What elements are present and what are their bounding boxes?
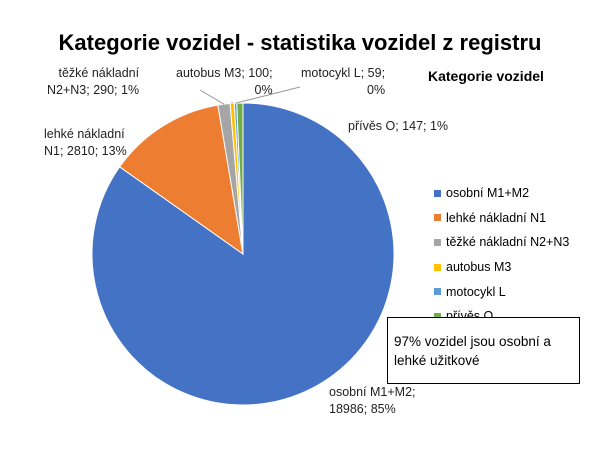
legend: osobní M1+M2 lehké nákladní N1 těžké nákla…: [434, 181, 569, 329]
legend-swatch: [434, 214, 441, 222]
data-label-4: autobus M3; 100; 0%: [176, 65, 273, 99]
legend-item: osobní M1+M2: [434, 181, 569, 206]
legend-label: lehké nákladní N1: [446, 210, 547, 225]
data-label-line: přívěs O; 147; 1%: [348, 119, 449, 133]
pie-slice-2: [118, 104, 244, 256]
data-label-line: N1; 2810; 13%: [44, 144, 127, 158]
note-annotation: 97% vozidel jsou osobní a lehké užitkové: [387, 317, 580, 384]
legend-swatch: [434, 263, 441, 271]
legend-item: autobus M3: [434, 255, 569, 280]
legend-item: motocykl L: [434, 279, 569, 304]
data-label-6: přívěs O; 147; 1%: [348, 118, 448, 135]
data-label-line: lehké nákladní: [44, 127, 125, 141]
legend-swatch: [434, 312, 441, 320]
chart-title: Kategorie vozidel - statistika vozidel z…: [58, 30, 542, 55]
leader-line-5: [235, 86, 301, 104]
data-label-2: lehké nákladní N1; 2810; 13%: [44, 126, 127, 160]
legend-label: těžké nákladní N2+N3: [446, 235, 570, 250]
data-label-line: těžké nákladní: [58, 66, 140, 80]
data-label-line: N2+N3; 290; 1%: [47, 83, 140, 97]
legend-label: motocykl L: [446, 284, 506, 299]
data-label-3: těžké nákladní N2+N3; 290; 1%: [47, 65, 139, 99]
data-label-line: autobus M3; 100;: [176, 66, 273, 80]
legend-item: lehké nákladní N1: [434, 206, 569, 231]
data-label-line: motocykl L; 59;: [301, 66, 386, 80]
pie-slice-1: [91, 102, 395, 406]
legend-label: osobní M1+M2: [446, 186, 530, 201]
legend-swatch: [434, 238, 441, 246]
data-label-line: osobní M1+M2;: [329, 385, 416, 399]
legend-item: těžké nákladní N2+N3: [434, 230, 569, 255]
legend-swatch: [434, 189, 441, 197]
data-label-1: osobní M1+M2; 18986; 85%: [329, 384, 416, 418]
data-label-line: 18986; 85%: [329, 402, 396, 416]
legend-title: Kategorie vozidel: [428, 68, 544, 84]
data-label-line: 0%: [254, 83, 273, 97]
data-label-line: 0%: [367, 83, 386, 97]
data-label-5: motocykl L; 59; 0%: [301, 65, 385, 99]
legend-label: autobus M3: [446, 260, 512, 275]
leader-line-3: [199, 89, 225, 105]
legend-swatch: [434, 288, 441, 296]
